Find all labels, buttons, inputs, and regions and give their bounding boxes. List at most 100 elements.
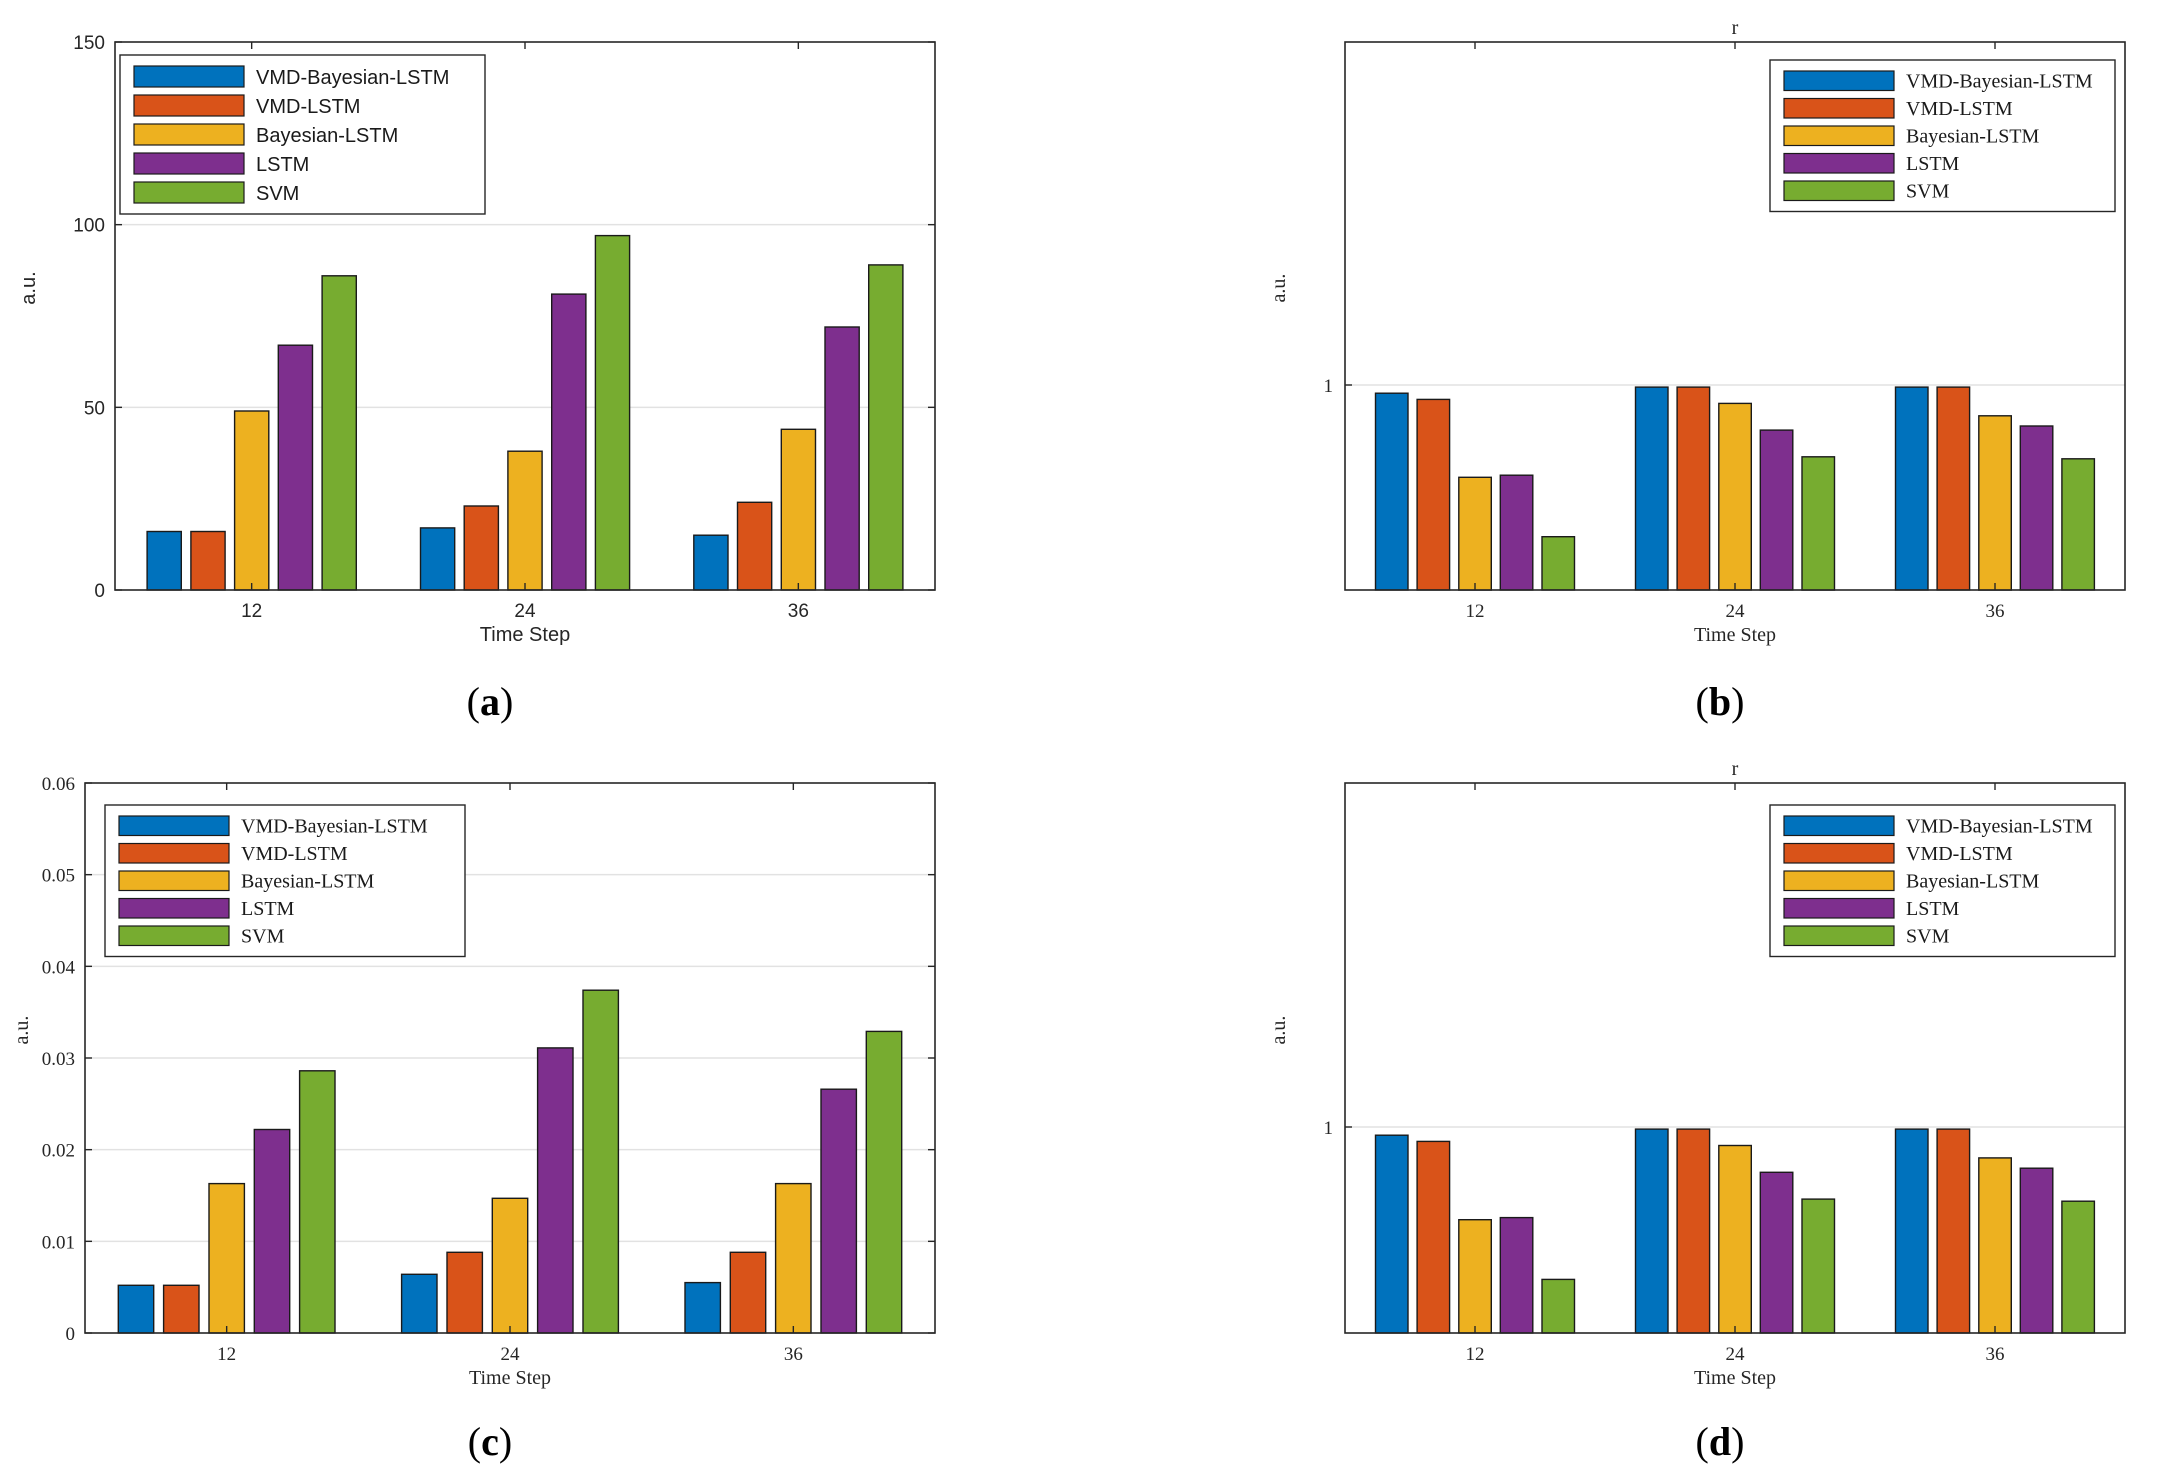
legend-swatch-svm xyxy=(118,925,230,947)
bar-bayesian-lstm-12 xyxy=(233,410,270,591)
bar-lstm-12 xyxy=(1499,1216,1534,1334)
x-tick-label: 12 xyxy=(1466,601,1485,622)
bar-lstm-12 xyxy=(1499,474,1534,591)
legend-swatch-bayesian-lstm xyxy=(1783,125,1895,147)
x-tick-label: 12 xyxy=(241,601,262,622)
bar-bayesian-lstm-36 xyxy=(1978,415,2013,591)
bar-svm-24 xyxy=(1801,1198,1836,1334)
y-tick-label: 100 xyxy=(73,216,105,237)
legend-swatch-vmd-bayesian-lstm xyxy=(1783,70,1895,92)
bar-lstm-36 xyxy=(2019,1167,2054,1334)
legend: VMD-Bayesian-LSTM VMD-LSTM Bayesian-LSTM LS… xyxy=(1769,59,2116,213)
x-axis-label: Time Step xyxy=(469,1367,551,1389)
y-tick-label: 0.04 xyxy=(42,957,76,978)
bar-vmd-bayesian-lstm-12 xyxy=(117,1284,155,1334)
bar-vmd-bayesian-lstm-24 xyxy=(1634,386,1669,591)
chart-title: r xyxy=(1732,758,1739,780)
x-tick-label: 12 xyxy=(217,1344,236,1365)
x-tick-label: 24 xyxy=(1726,1344,1746,1365)
bar-svm-24 xyxy=(582,989,620,1334)
y-tick-label: 0 xyxy=(66,1324,76,1345)
legend: VMD-Bayesian-LSTM VMD-LSTM Bayesian-LSTM LS… xyxy=(1769,804,2116,958)
panel-caption: (b) xyxy=(1696,679,1745,724)
legend-swatch-vmd-lstm xyxy=(118,842,230,864)
bar-vmd-lstm-12 xyxy=(162,1284,200,1334)
bar-vmd-lstm-12 xyxy=(190,530,226,591)
legend-swatch-bayesian-lstm xyxy=(1783,870,1895,892)
bar-vmd-lstm-24 xyxy=(1676,386,1711,591)
bar-vmd-lstm-36 xyxy=(1936,386,1971,591)
bar-lstm-12 xyxy=(277,344,314,591)
x-tick-label: 24 xyxy=(514,601,536,622)
bar-lstm-36 xyxy=(824,326,860,591)
bar-bayesian-lstm-24 xyxy=(491,1197,529,1334)
bar-bayesian-lstm-36 xyxy=(1978,1157,2013,1334)
x-tick-label: 36 xyxy=(788,601,809,622)
y-tick-label: 0.03 xyxy=(42,1049,75,1070)
bar-vmd-bayesian-lstm-24 xyxy=(1634,1128,1669,1334)
bar-vmd-bayesian-lstm-12 xyxy=(1374,1134,1409,1334)
legend-label: SVM xyxy=(1906,926,1950,948)
chart-a: 0 50 100 150 12 24 36 Time Step a.u. VMD-Bayesian… xyxy=(18,33,936,724)
bar-lstm-12 xyxy=(253,1128,291,1334)
panel-caption: (d) xyxy=(1696,1419,1745,1464)
legend: VMD-Bayesian-LSTM VMD-LSTM Bayesian-LSTM LS… xyxy=(119,54,486,215)
legend-swatch-lstm xyxy=(133,152,245,175)
legend-label: Bayesian-LSTM xyxy=(241,871,375,893)
legend-label: VMD-LSTM xyxy=(256,96,360,118)
y-tick-label: 1 xyxy=(1324,376,1334,397)
bar-lstm-24 xyxy=(1759,429,1794,591)
x-tick-label: 36 xyxy=(1986,601,2005,622)
legend-label: LSTM xyxy=(256,154,309,176)
bar-svm-36 xyxy=(865,1030,903,1334)
legend-label: VMD-Bayesian-LSTM xyxy=(1906,71,2093,93)
bar-vmd-lstm-36 xyxy=(736,501,773,591)
x-tick-label: 36 xyxy=(784,1344,803,1365)
legend-label: VMD-Bayesian-LSTM xyxy=(1906,816,2093,838)
bar-vmd-lstm-12 xyxy=(1416,1140,1451,1334)
legend-label: Bayesian-LSTM xyxy=(1906,126,2040,148)
bar-svm-36 xyxy=(868,264,904,591)
x-axis-label: Time Step xyxy=(480,624,570,646)
bar-vmd-bayesian-lstm-36 xyxy=(693,534,729,591)
bar-bayesian-lstm-36 xyxy=(774,1182,812,1334)
bar-svm-12 xyxy=(321,275,358,591)
legend-swatch-lstm xyxy=(1783,897,1895,919)
legend-swatch-bayesian-lstm xyxy=(133,123,245,146)
y-tick-label: 0.05 xyxy=(42,866,75,887)
y-tick-label: 0 xyxy=(94,581,105,602)
bar-bayesian-lstm-24 xyxy=(507,450,543,591)
legend-label: LSTM xyxy=(241,898,295,920)
bar-svm-24 xyxy=(1801,456,1836,591)
y-axis-label: a.u. xyxy=(1268,274,1290,303)
bar-lstm-24 xyxy=(536,1047,574,1334)
legend-swatch-lstm xyxy=(118,897,230,919)
legend-label: VMD-LSTM xyxy=(1906,98,2013,120)
bar-bayesian-lstm-24 xyxy=(1718,402,1753,591)
bar-bayesian-lstm-24 xyxy=(1718,1144,1753,1334)
legend-swatch-vmd-bayesian-lstm xyxy=(1783,815,1895,837)
legend-label: Bayesian-LSTM xyxy=(1906,871,2040,893)
y-tick-label: 1 xyxy=(1324,1118,1334,1139)
bar-vmd-bayesian-lstm-36 xyxy=(1894,386,1929,591)
legend-label: SVM xyxy=(1906,181,1950,203)
panel-caption: (c) xyxy=(468,1419,512,1464)
x-tick-label: 24 xyxy=(1726,601,1746,622)
bar-vmd-lstm-36 xyxy=(729,1251,767,1334)
bar-lstm-24 xyxy=(1759,1171,1794,1334)
bar-bayesian-lstm-36 xyxy=(780,428,817,591)
bar-vmd-lstm-24 xyxy=(463,505,500,591)
bar-vmd-bayesian-lstm-12 xyxy=(1374,392,1409,591)
legend-swatch-bayesian-lstm xyxy=(118,870,230,892)
bar-vmd-bayesian-lstm-24 xyxy=(419,527,456,591)
legend-swatch-vmd-bayesian-lstm xyxy=(118,815,230,837)
y-tick-label: 0.06 xyxy=(42,774,75,795)
bar-lstm-24 xyxy=(551,293,587,591)
legend-label: VMD-Bayesian-LSTM xyxy=(241,816,428,838)
bar-vmd-bayesian-lstm-24 xyxy=(400,1273,438,1334)
legend-label: VMD-Bayesian-LSTM xyxy=(256,67,449,89)
bar-vmd-lstm-12 xyxy=(1416,398,1451,591)
legend-swatch-lstm xyxy=(1783,152,1895,174)
